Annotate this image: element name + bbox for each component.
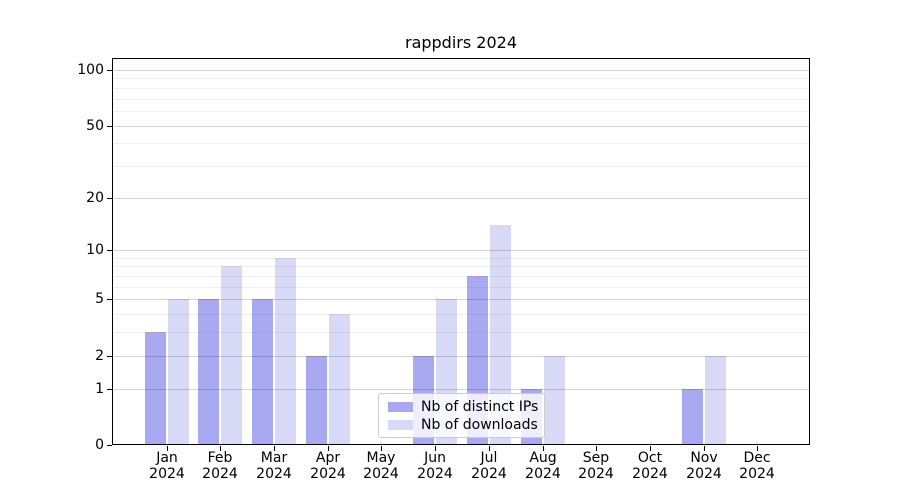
- x-axis-tick-label: Jul 2024: [471, 450, 507, 482]
- x-axis-tick-label: Dec 2024: [739, 450, 775, 482]
- x-axis-tick-label: Aug 2024: [525, 450, 561, 482]
- bar-distinct-ips: [306, 356, 327, 444]
- x-axis-tick-mark: [328, 446, 329, 451]
- y-axis-tick-mark: [107, 70, 112, 71]
- y-axis-tick-label: 100: [77, 62, 104, 78]
- gridline-minor: [113, 276, 809, 277]
- bar-distinct-ips: [682, 389, 703, 444]
- gridline-major: [113, 126, 809, 127]
- legend-label: Nb of distinct IPs: [421, 399, 539, 415]
- y-axis-tick-mark: [107, 356, 112, 357]
- y-axis-tick-label: 1: [95, 381, 104, 397]
- bar-downloads: [544, 356, 565, 444]
- gridline-minor: [113, 332, 809, 333]
- legend-item: Nb of distinct IPs: [388, 398, 544, 416]
- x-axis-tick-label: Jan 2024: [149, 450, 185, 482]
- y-axis-tick-label: 5: [95, 291, 104, 307]
- gridline-major: [113, 299, 809, 300]
- y-axis-tick-mark: [107, 299, 112, 300]
- x-axis-tick-mark: [650, 446, 651, 451]
- gridline-minor: [113, 143, 809, 144]
- x-axis-tick-label: Apr 2024: [310, 450, 346, 482]
- x-axis-tick-label: Mar 2024: [256, 450, 292, 482]
- y-axis-tick-mark: [107, 445, 112, 446]
- y-axis-tick-mark: [107, 389, 112, 390]
- gridline-minor: [113, 266, 809, 267]
- y-axis-tick-mark: [107, 126, 112, 127]
- x-axis-tick-mark: [489, 446, 490, 451]
- y-axis-tick-mark: [107, 198, 112, 199]
- bar-downloads: [705, 356, 726, 444]
- legend-swatch-distinct-ips: [388, 402, 413, 412]
- y-axis-tick-label: 50: [86, 118, 104, 134]
- x-axis-tick-label: Nov 2024: [686, 450, 722, 482]
- x-axis-tick-mark: [381, 446, 382, 451]
- x-axis-tick-mark: [274, 446, 275, 451]
- y-axis-tick-mark: [107, 250, 112, 251]
- x-axis-tick-label: Oct 2024: [632, 450, 668, 482]
- bar-distinct-ips: [252, 299, 273, 444]
- y-axis-tick-label: 10: [86, 242, 104, 258]
- bar-distinct-ips: [145, 332, 166, 444]
- gridline-minor: [113, 166, 809, 167]
- chart-title: rappdirs 2024: [404, 33, 517, 52]
- gridline-minor: [113, 78, 809, 79]
- gridline-major: [113, 250, 809, 251]
- y-axis-tick-label: 0: [95, 437, 104, 453]
- bar-downloads: [221, 266, 242, 444]
- x-axis-tick-label: Jun 2024: [417, 450, 453, 482]
- legend-label: Nb of downloads: [421, 417, 538, 433]
- gridline-major: [113, 70, 809, 71]
- x-axis-tick-mark: [596, 446, 597, 451]
- bar-downloads: [490, 225, 511, 444]
- legend-swatch-downloads: [388, 420, 413, 430]
- x-axis-tick-label: Sep 2024: [578, 450, 614, 482]
- bar-downloads: [275, 258, 296, 444]
- bar-downloads: [329, 314, 350, 444]
- x-axis-tick-mark: [543, 446, 544, 451]
- legend-item: Nb of downloads: [388, 416, 544, 434]
- x-axis-tick-mark: [704, 446, 705, 451]
- gridline-major: [113, 198, 809, 199]
- x-axis-tick-mark: [757, 446, 758, 451]
- gridline-major: [113, 389, 809, 390]
- x-axis-tick-label: May 2024: [363, 450, 399, 482]
- legend: Nb of distinct IPs Nb of downloads: [378, 393, 545, 438]
- gridline-minor: [113, 314, 809, 315]
- gridline-minor: [113, 287, 809, 288]
- x-axis-tick-mark: [435, 446, 436, 451]
- gridline-minor: [113, 111, 809, 112]
- gridline-minor: [113, 99, 809, 100]
- bar-downloads: [168, 299, 189, 444]
- gridline-minor: [113, 258, 809, 259]
- plot-area: [112, 58, 810, 445]
- x-axis-tick-mark: [220, 446, 221, 451]
- gridline-major: [113, 356, 809, 357]
- y-axis-tick-label: 20: [86, 190, 104, 206]
- y-axis-tick-label: 2: [95, 348, 104, 364]
- x-axis-tick-label: Feb 2024: [202, 450, 238, 482]
- x-axis-tick-mark: [167, 446, 168, 451]
- gridline-minor: [113, 88, 809, 89]
- bar-distinct-ips: [198, 299, 219, 444]
